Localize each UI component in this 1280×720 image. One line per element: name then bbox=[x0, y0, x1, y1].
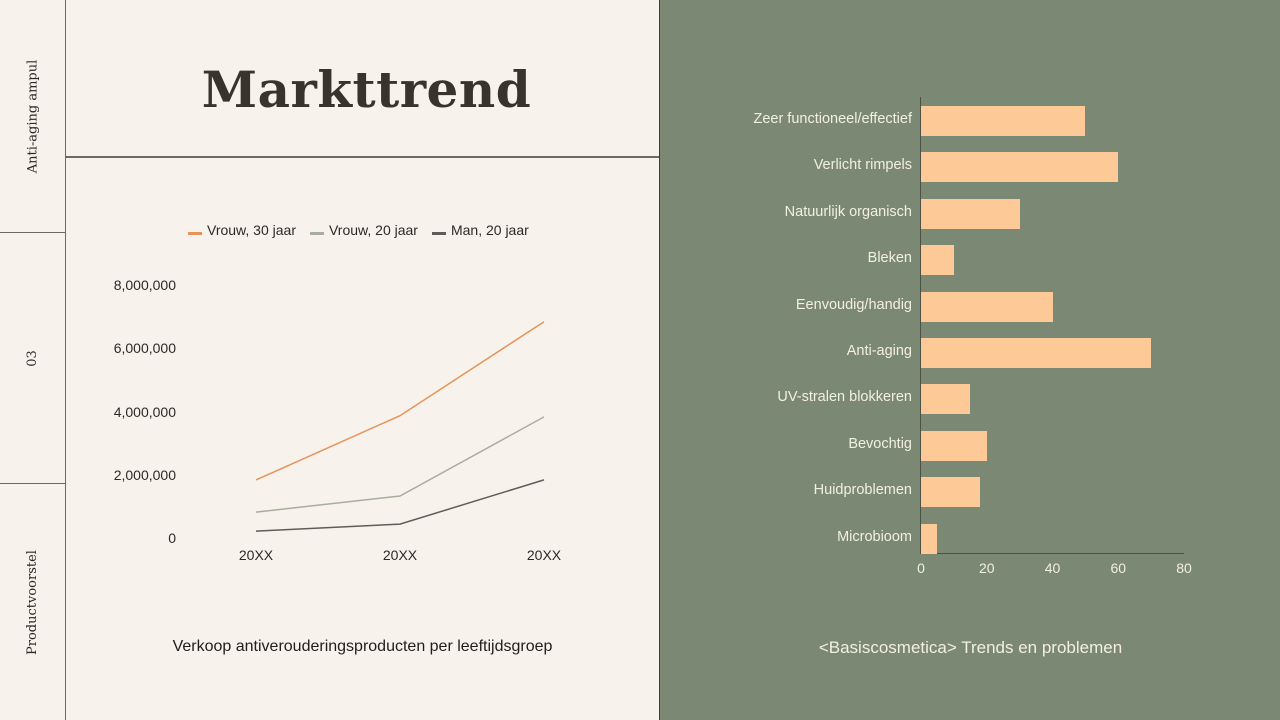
bar bbox=[921, 198, 1020, 229]
bar-chart-x-axis-line bbox=[920, 553, 1184, 554]
bar bbox=[921, 430, 987, 461]
bar-category-label: Eenvoudig/handig bbox=[795, 296, 912, 313]
bar bbox=[921, 152, 1119, 183]
bar bbox=[921, 291, 1053, 322]
line-series bbox=[255, 321, 545, 481]
y-tick-label: 6,000,000 bbox=[113, 340, 176, 357]
bar-category-label: Verlicht rimpels bbox=[813, 157, 912, 174]
bar-category-label: Bevochtig bbox=[848, 435, 912, 452]
x-tick-label: 0 bbox=[917, 560, 925, 576]
left-panel: Anti-aging ampul 03 Productvoorstel Mark… bbox=[0, 0, 659, 720]
x-tick-label: 20XX bbox=[382, 547, 418, 563]
side-cell-number: 03 bbox=[0, 233, 65, 484]
legend-label: Vrouw, 20 jaar bbox=[328, 222, 418, 238]
side-label-number: 03 bbox=[24, 349, 40, 367]
y-tick-label: 8,000,000 bbox=[113, 277, 176, 293]
side-label-section: Productvoorstel bbox=[25, 549, 41, 655]
bar-chart-caption: <Basiscosmetica> Trends en problemen bbox=[818, 638, 1123, 657]
x-tick-label: 20XX bbox=[526, 547, 562, 563]
legend-swatch-icon bbox=[309, 232, 324, 235]
bar bbox=[921, 523, 938, 554]
bar-category-label: Bleken bbox=[867, 250, 912, 267]
x-tick-label: 60 bbox=[1110, 560, 1127, 576]
legend-swatch-icon bbox=[431, 232, 446, 235]
bar-category-label: Natuurlijk organisch bbox=[784, 203, 912, 220]
legend-item: Vrouw, 30 jaar bbox=[188, 222, 296, 238]
line-series bbox=[255, 416, 545, 513]
title-area: Markttrend bbox=[66, 0, 659, 158]
x-tick-label: 80 bbox=[1176, 560, 1192, 576]
line-chart-legend: Vrouw, 30 jaar Vrouw, 20 jaar Man, 20 jaar bbox=[188, 222, 529, 238]
bar bbox=[921, 106, 1086, 136]
x-tick-label: 20 bbox=[978, 560, 995, 576]
right-panel: Zeer functioneel/effectief Verlicht rimpe… bbox=[659, 0, 1280, 720]
x-tick-label: 20XX bbox=[238, 547, 274, 563]
bar bbox=[921, 384, 971, 415]
bar-category-label: Anti-aging bbox=[846, 343, 912, 359]
y-tick-label: 0 bbox=[168, 530, 176, 546]
y-tick-label: 4,000,000 bbox=[113, 403, 176, 420]
bar bbox=[921, 338, 1152, 368]
bar-category-label: UV-stralen blokkeren bbox=[777, 389, 912, 406]
bar-category-label: Zeer functioneel/effectief bbox=[753, 111, 912, 127]
page-title: Markttrend bbox=[201, 59, 532, 119]
line-chart-plot bbox=[255, 321, 545, 532]
line-series bbox=[255, 479, 545, 532]
x-tick-label: 40 bbox=[1044, 560, 1061, 576]
side-column: Anti-aging ampul 03 Productvoorstel bbox=[0, 0, 66, 720]
bar-category-label: Microbioom bbox=[837, 528, 912, 545]
legend-swatch-icon bbox=[188, 232, 202, 235]
line-chart: 0 2,000,000 4,000,000 6,000,000 8,000,000 20… bbox=[90, 270, 590, 580]
side-label-topic: Anti-aging ampul bbox=[25, 59, 40, 173]
side-cell-topic: Anti-aging ampul bbox=[0, 0, 65, 233]
legend-label: Vrouw, 30 jaar bbox=[207, 222, 296, 238]
bar-chart-y-axis-line bbox=[920, 97, 921, 554]
legend-item: Man, 20 jaar bbox=[431, 222, 529, 238]
legend-item: Vrouw, 20 jaar bbox=[309, 222, 418, 238]
bar bbox=[921, 245, 954, 276]
y-tick-label: 2,000,000 bbox=[113, 466, 176, 483]
line-chart-caption: Verkoop antiverouderingsproducten per le… bbox=[172, 638, 553, 655]
bar-category-label: Huidproblemen bbox=[813, 482, 912, 499]
legend-label: Man, 20 jaar bbox=[450, 222, 529, 238]
bar bbox=[921, 477, 981, 508]
side-cell-section: Productvoorstel bbox=[0, 484, 65, 720]
